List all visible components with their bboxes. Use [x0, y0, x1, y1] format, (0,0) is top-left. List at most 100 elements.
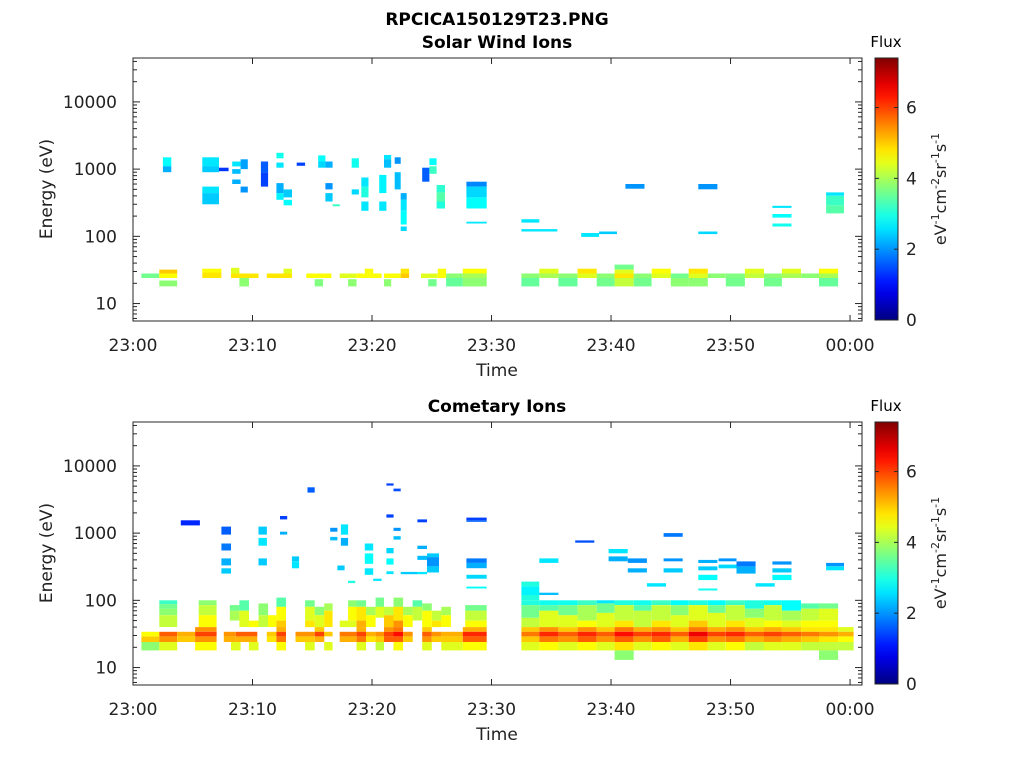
heatmap-cell: [400, 210, 407, 225]
colorbar: [874, 57, 899, 321]
heatmap-cell: [195, 627, 217, 632]
heatmap-cell: [633, 636, 652, 642]
heatmap-cell: [663, 558, 683, 562]
heatmap-cell: [258, 558, 267, 566]
heatmap-cell: [314, 627, 325, 632]
colorbar-title: Flux: [870, 33, 901, 51]
heatmap-cell: [266, 636, 277, 642]
heatmap-cell: [670, 631, 689, 637]
heatmap-cell: [266, 273, 292, 278]
heatmap-cell: [384, 627, 394, 632]
heatmap-cell: [314, 615, 325, 627]
heatmap-cell: [688, 600, 708, 605]
heatmap-cell: [276, 152, 284, 159]
heatmap-cell: [364, 553, 374, 564]
heatmap-cell: [744, 600, 764, 609]
heatmap-cell: [223, 631, 236, 637]
heatmap-cell: [437, 268, 447, 278]
heatmap-cell: [462, 278, 487, 287]
heatmap-cell: [725, 620, 745, 628]
heatmap-cell: [521, 600, 540, 605]
heatmap-cell: [412, 600, 423, 607]
heatmap-cell: [651, 268, 671, 274]
heatmap-cell: [462, 642, 487, 651]
heatmap-cell: [466, 562, 487, 569]
heatmap-cell: [441, 642, 463, 651]
heatmap-cell: [772, 223, 792, 227]
heatmap-cell: [361, 177, 369, 187]
heatmap-cell: [466, 181, 487, 187]
heatmap-cell: [393, 627, 404, 632]
heatmap-cell: [781, 642, 801, 651]
heatmap-cell: [162, 166, 172, 173]
heatmap-cell: [558, 605, 578, 616]
heatmap-cell: [240, 186, 248, 193]
heatmap-cell: [325, 161, 333, 168]
heatmap-cell: [688, 620, 708, 628]
heatmap-cell: [801, 642, 819, 651]
heatmap-cell: [819, 636, 839, 642]
heatmap-cell: [826, 566, 844, 571]
heatmap-cell: [159, 615, 178, 627]
heatmap-cell: [330, 527, 338, 532]
heatmap-cell: [429, 158, 437, 166]
heatmap-cell: [707, 273, 726, 278]
heatmap-cell: [801, 636, 819, 642]
y-tick-label: 10000: [63, 457, 117, 477]
figure-title: RPCICA150129T23.PNG: [385, 10, 608, 30]
heatmap-cell: [386, 571, 394, 575]
x-tick-label: 23:30: [467, 336, 516, 356]
heatmap-cell: [596, 642, 615, 651]
heatmap-cell: [698, 588, 718, 591]
x-axis-label: Time: [475, 725, 518, 745]
heatmap-cell: [819, 273, 839, 278]
heatmap-cell: [268, 615, 277, 627]
heatmap-cell: [764, 278, 782, 287]
heatmap-cell: [141, 642, 160, 651]
heatmap-cell: [819, 620, 839, 628]
heatmap-cell: [431, 631, 442, 637]
heatmap-cell: [698, 566, 718, 571]
heatmap-cell: [314, 631, 325, 637]
heatmap-cell: [393, 488, 401, 492]
heatmap-cell: [707, 631, 726, 637]
heatmap-cell: [725, 642, 745, 651]
x-tick-label: 23:50: [706, 700, 755, 720]
heatmap-cell: [400, 273, 410, 278]
heatmap-cell: [283, 268, 292, 274]
heatmap-cell: [441, 631, 463, 637]
heatmap-cell: [384, 159, 392, 168]
heatmap-cell: [725, 631, 745, 637]
heatmap-cell: [339, 631, 357, 637]
heatmap-cell: [698, 559, 718, 563]
heatmap-cell: [466, 558, 487, 563]
heatmap-cell: [239, 610, 249, 627]
heatmap-cell: [688, 636, 708, 642]
heatmap-cell: [521, 586, 540, 595]
heatmap-cell: [707, 600, 726, 605]
heatmap-cell: [412, 606, 423, 621]
y-tick-label: 100: [85, 591, 117, 611]
heatmap-cell: [718, 558, 737, 562]
heatmap-cell: [466, 221, 487, 224]
heatmap-cell: [446, 273, 463, 278]
heatmap-cell: [651, 642, 671, 651]
heatmap-cell: [348, 279, 357, 287]
heatmap-cell: [366, 636, 376, 642]
heatmap-cell: [141, 273, 160, 278]
heatmap-cell: [318, 161, 326, 168]
heatmap-cell: [608, 549, 628, 554]
heatmap-cell: [421, 273, 438, 278]
heatmap-cell: [725, 600, 745, 605]
heatmap-cell: [838, 631, 854, 637]
heatmap-cell: [764, 600, 782, 605]
heatmap-cell: [558, 615, 578, 627]
x-tick-label: 00:00: [826, 336, 875, 356]
heatmap-cell: [558, 627, 578, 632]
heatmap-cell: [356, 620, 367, 628]
heatmap-cell: [240, 159, 248, 170]
heatmap-cell: [466, 586, 487, 589]
heatmap-cell: [707, 605, 726, 613]
heatmap-cell: [826, 195, 844, 206]
heatmap-cell: [260, 161, 269, 173]
